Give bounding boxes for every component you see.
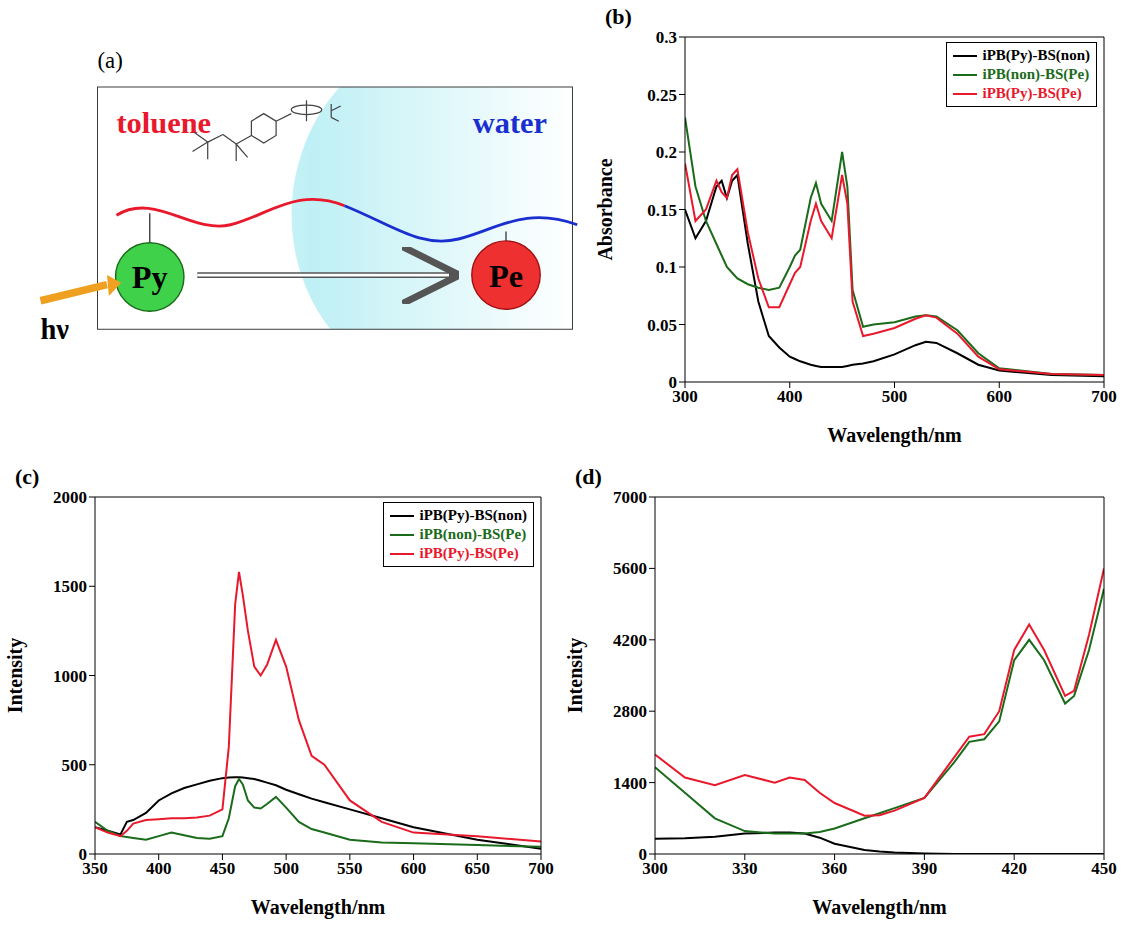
svg-text:420: 420 bbox=[1001, 859, 1026, 878]
svg-text:350: 350 bbox=[82, 859, 108, 879]
svg-text:Intensity: Intensity bbox=[5, 638, 27, 714]
svg-text:330: 330 bbox=[732, 859, 758, 878]
svg-text:1400: 1400 bbox=[613, 774, 647, 793]
svg-text:360: 360 bbox=[822, 859, 848, 878]
html-text:(c): (c) bbox=[15, 464, 40, 489]
svg-text:Pe: Pe bbox=[489, 258, 523, 294]
svg-text:0.3: 0.3 bbox=[656, 28, 677, 47]
svg-text:hν: hν bbox=[41, 314, 70, 345]
svg-text:390: 390 bbox=[912, 859, 938, 878]
svg-text:500: 500 bbox=[882, 387, 908, 406]
svg-text:5600: 5600 bbox=[613, 559, 647, 578]
svg-text:Wavelength/nm: Wavelength/nm bbox=[251, 896, 386, 919]
svg-text:450: 450 bbox=[210, 859, 236, 878]
svg-text:0: 0 bbox=[79, 845, 88, 864]
svg-text:500: 500 bbox=[62, 756, 88, 775]
svg-text:0: 0 bbox=[669, 373, 678, 392]
svg-text:2000: 2000 bbox=[53, 488, 87, 507]
svg-text:Intensity: Intensity bbox=[565, 638, 587, 714]
svg-text:7000: 7000 bbox=[613, 488, 647, 507]
svg-text:0.05: 0.05 bbox=[647, 316, 677, 335]
svg-text:700: 700 bbox=[528, 859, 554, 878]
svg-text:Absorbance: Absorbance bbox=[595, 158, 616, 260]
svg-text:1000: 1000 bbox=[53, 667, 87, 686]
svg-text:400: 400 bbox=[777, 387, 803, 406]
svg-text:water: water bbox=[473, 106, 547, 140]
svg-text:450: 450 bbox=[1091, 859, 1117, 878]
html-text:iPB(Py)-BS(Pe): iPB(Py)-BS(Pe) bbox=[419, 545, 519, 561]
svg-text:0: 0 bbox=[639, 845, 648, 864]
svg-text:4200: 4200 bbox=[613, 631, 647, 650]
svg-text:2800: 2800 bbox=[613, 702, 647, 721]
svg-text:400: 400 bbox=[146, 859, 172, 878]
html-text:iPB(Py)-BS(Pe): iPB(Py)-BS(Pe) bbox=[982, 85, 1082, 101]
svg-text:0.15: 0.15 bbox=[647, 201, 677, 220]
svg-text:500: 500 bbox=[273, 859, 299, 878]
html-text:(b): (b) bbox=[605, 4, 632, 29]
html-text:(d): (d) bbox=[575, 464, 602, 489]
svg-text:600: 600 bbox=[401, 859, 427, 878]
svg-text:700: 700 bbox=[1091, 387, 1117, 406]
svg-text:Py: Py bbox=[132, 259, 168, 295]
svg-text:(a): (a) bbox=[98, 48, 123, 73]
html-text:iPB(Py)-BS(non): iPB(Py)-BS(non) bbox=[982, 47, 1090, 63]
svg-text:300: 300 bbox=[672, 387, 698, 407]
html-text:iPB(non)-BS(Pe): iPB(non)-BS(Pe) bbox=[982, 66, 1090, 82]
svg-text:toluene: toluene bbox=[116, 105, 211, 140]
svg-text:Wavelength/nm: Wavelength/nm bbox=[827, 424, 962, 447]
svg-text:0.2: 0.2 bbox=[656, 143, 677, 162]
html-text:iPB(Py)-BS(non): iPB(Py)-BS(non) bbox=[419, 507, 527, 523]
svg-text:0.1: 0.1 bbox=[656, 258, 677, 277]
svg-text:0.25: 0.25 bbox=[647, 86, 677, 105]
svg-text:300: 300 bbox=[642, 859, 668, 879]
svg-text:550: 550 bbox=[337, 859, 363, 878]
svg-text:Wavelength/nm: Wavelength/nm bbox=[812, 896, 947, 919]
svg-text:1500: 1500 bbox=[53, 577, 87, 596]
svg-text:650: 650 bbox=[465, 859, 491, 878]
svg-text:600: 600 bbox=[987, 387, 1013, 406]
html-text:iPB(non)-BS(Pe): iPB(non)-BS(Pe) bbox=[419, 526, 527, 542]
